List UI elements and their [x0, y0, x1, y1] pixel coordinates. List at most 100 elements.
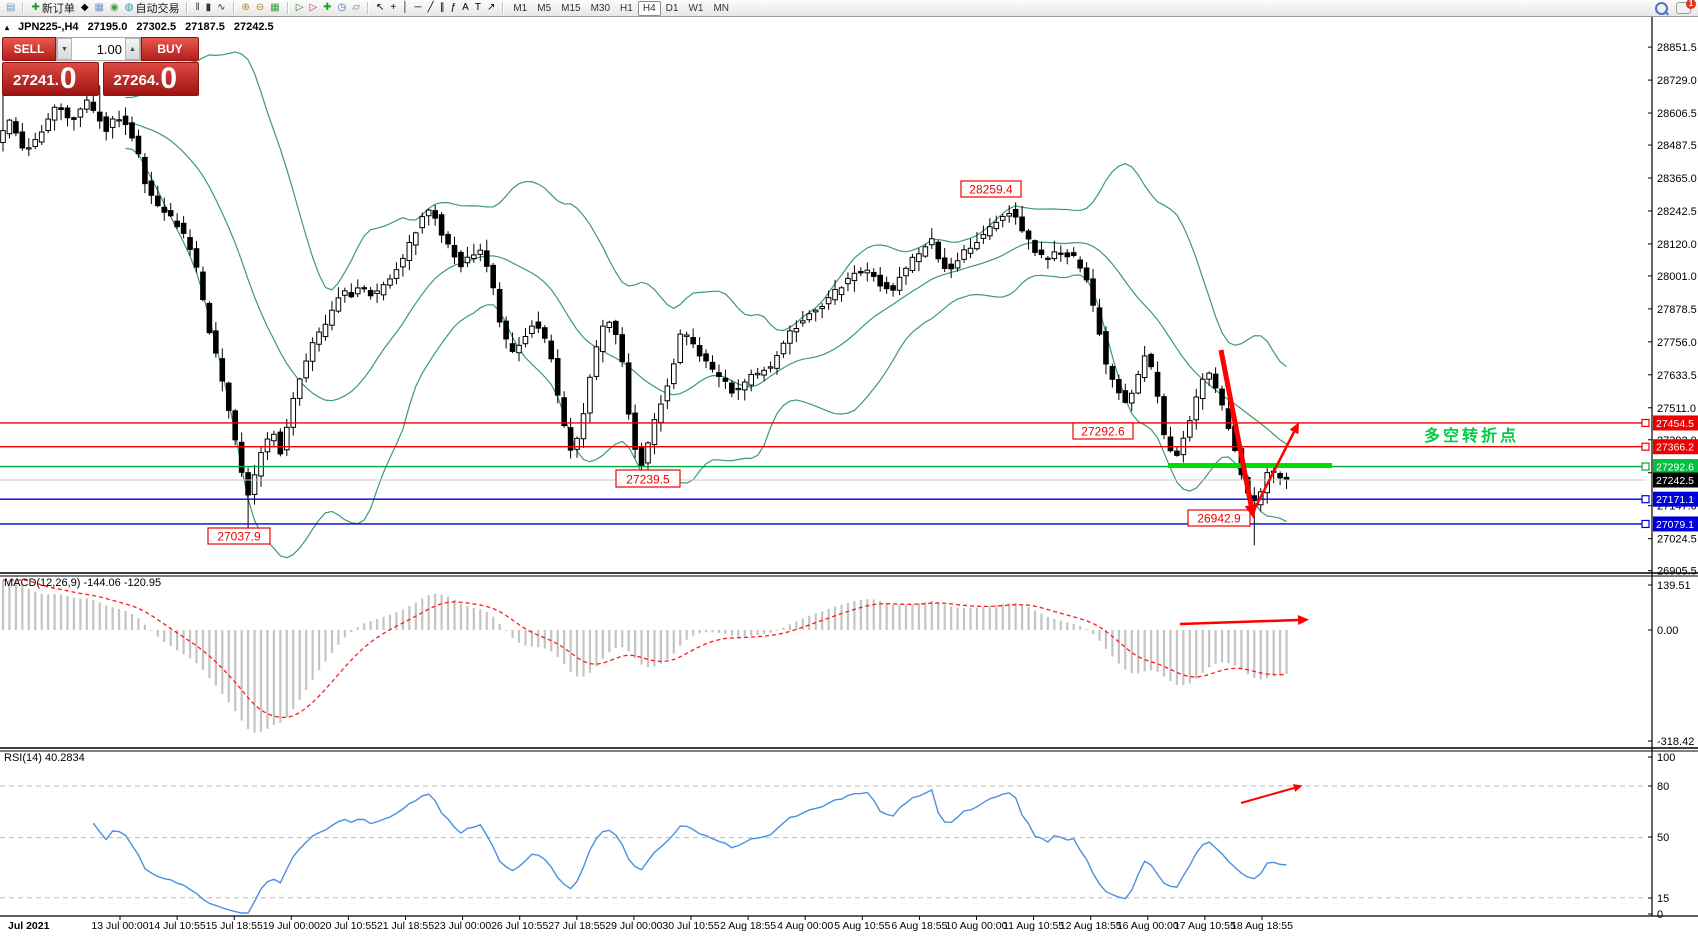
bollinger-upper — [125, 51, 1287, 368]
time-axis[interactable]: Jul 2021 13 Jul 00:00 14 Jul 10:55 15 Jul 1… — [8, 916, 1293, 932]
candle-body — [542, 327, 548, 339]
new-template-button[interactable]: ✚ — [320, 1, 334, 16]
trend-arrow[interactable] — [1240, 787, 1295, 804]
macd-histogram-bar — [1233, 630, 1237, 666]
macd-histogram-bar — [1240, 630, 1243, 670]
arrows-button[interactable]: ↗ — [484, 1, 498, 16]
price-tick-label: 27511.0 — [1657, 403, 1696, 415]
crayon-icon[interactable]: ◆ — [78, 1, 92, 16]
zoom-in-button[interactable]: ⊕ — [239, 1, 253, 16]
candle-body — [638, 446, 645, 466]
price-line-anchor[interactable] — [1641, 519, 1650, 529]
candle-body — [342, 290, 348, 296]
macd-panel — [1, 579, 1288, 733]
timeframe-w1[interactable]: W1 — [688, 2, 704, 14]
text-button[interactable]: A — [459, 1, 472, 16]
macd-histogram-bar — [1259, 630, 1262, 680]
macd-histogram-bar — [640, 630, 643, 665]
macd-histogram-bar — [1059, 620, 1062, 630]
price-line-anchor[interactable] — [1641, 495, 1650, 504]
candle-body — [567, 427, 574, 451]
chart-window-icon[interactable]: ▤ — [3, 1, 18, 16]
chart-shift-button[interactable]: ▱ — [349, 1, 363, 16]
timeframe-m30[interactable]: M30 — [590, 2, 611, 14]
price-annotation-box[interactable] — [1187, 509, 1251, 527]
volume-input[interactable] — [72, 38, 125, 60]
timeframe-m5[interactable]: M5 — [537, 2, 552, 14]
macd-histogram-bar — [563, 630, 566, 665]
search-icon[interactable] — [1655, 1, 1668, 15]
sell-price-panel[interactable]: 27241 . 0 — [2, 62, 99, 96]
candle-body — [1116, 379, 1122, 394]
macd-histogram-bar — [92, 599, 95, 630]
new-order-button[interactable]: ✚ 新订单 — [28, 1, 77, 16]
buy-button[interactable]: BUY — [141, 37, 199, 61]
macd-histogram-bar — [634, 630, 637, 659]
macd-histogram-bar — [446, 596, 450, 630]
candle-body — [1193, 396, 1200, 421]
text-label-button[interactable]: T — [472, 1, 484, 16]
vertical-line-button[interactable]: │ — [399, 1, 411, 16]
candle-body — [625, 362, 632, 415]
price-annotation-box[interactable] — [1072, 422, 1134, 440]
sell-button[interactable]: SELL — [2, 37, 56, 61]
channel-button[interactable]: ∥ — [437, 1, 448, 16]
price-tick-label: 28487.5 — [1657, 140, 1697, 152]
price-line-anchor[interactable] — [1641, 442, 1650, 451]
zoom-out-button[interactable]: ⊖ — [253, 1, 267, 16]
cursor-button[interactable]: ↖ — [373, 1, 387, 16]
period-button[interactable]: ◷ — [335, 1, 350, 16]
candle-body — [1283, 476, 1290, 480]
line-chart-button[interactable]: ∿ — [214, 1, 228, 16]
trendline-button[interactable]: ╱ — [425, 1, 437, 16]
tile-windows-button[interactable]: ▦ — [267, 1, 282, 16]
horizontal-line-button[interactable]: ─ — [411, 1, 424, 16]
candle-body — [774, 355, 780, 369]
price-annotation-box[interactable] — [960, 180, 1022, 198]
chart-window-icon-glyph: ▤ — [6, 2, 16, 13]
candle-chart-button[interactable]: ▮ — [203, 1, 215, 16]
chat-icon[interactable]: 1 — [1676, 0, 1696, 14]
macd-histogram-bar — [1033, 610, 1037, 630]
market-watch-icon[interactable]: ◉ — [107, 1, 122, 16]
timeframe-m15[interactable]: M15 — [561, 2, 581, 14]
trend-arrow[interactable] — [1218, 349, 1254, 506]
add-indicator-button[interactable]: ▷ — [306, 1, 320, 16]
macd-histogram-bar — [1072, 623, 1075, 630]
auto-trading-button[interactable]: ◍ 自动交易 — [122, 1, 183, 16]
symbol-timeframe: JPN225-,H4 — [18, 21, 79, 33]
timeframe-h4[interactable]: H4 — [637, 0, 661, 16]
timeframe-mn[interactable]: MN — [713, 2, 729, 14]
crosshair-button[interactable]: + — [387, 1, 399, 16]
price-line-anchor[interactable] — [1641, 462, 1650, 471]
time-tick-label: 18 Aug 18:55 — [1231, 920, 1293, 932]
candle-body — [1012, 208, 1019, 218]
price-annotation-box[interactable] — [207, 527, 271, 545]
timeframe-h1[interactable]: H1 — [620, 2, 633, 14]
timeframe-m1[interactable]: M1 — [513, 2, 528, 14]
timeframe-d1[interactable]: D1 — [665, 2, 679, 14]
bar-chart-button[interactable]: ‖ — [192, 1, 202, 16]
macd-histogram-bar — [350, 630, 353, 633]
buy-price-panel[interactable]: 27264 . 0 — [102, 62, 199, 96]
price-axis[interactable]: 28851.5 28729.0 28606.5 28487.5 28365.0 28242… — [0, 17, 1698, 921]
price-line-anchor[interactable] — [1641, 418, 1650, 428]
macd-histogram-bar — [1188, 630, 1191, 684]
volume-increase-button[interactable]: ▲ — [125, 38, 140, 60]
candle-body — [1083, 267, 1090, 281]
candle-body — [26, 147, 32, 150]
macd-histogram-bar — [1117, 630, 1120, 664]
fibonacci-button[interactable]: ƒ — [448, 1, 460, 16]
trend-arrow[interactable] — [1250, 431, 1296, 515]
macd-histogram-bar — [163, 630, 166, 642]
charts-grid-icon[interactable]: ▦ — [92, 1, 107, 16]
candle-body — [864, 269, 871, 274]
macd-histogram-bar — [240, 630, 243, 721]
price-annotation-box[interactable] — [615, 469, 681, 488]
volume-decrease-button[interactable]: ▼ — [57, 38, 72, 60]
trend-arrow[interactable] — [1179, 618, 1299, 626]
macd-histogram-bar — [98, 602, 101, 630]
macd-histogram-bar — [1162, 630, 1166, 677]
indicators-button[interactable]: ▷ — [293, 1, 307, 16]
